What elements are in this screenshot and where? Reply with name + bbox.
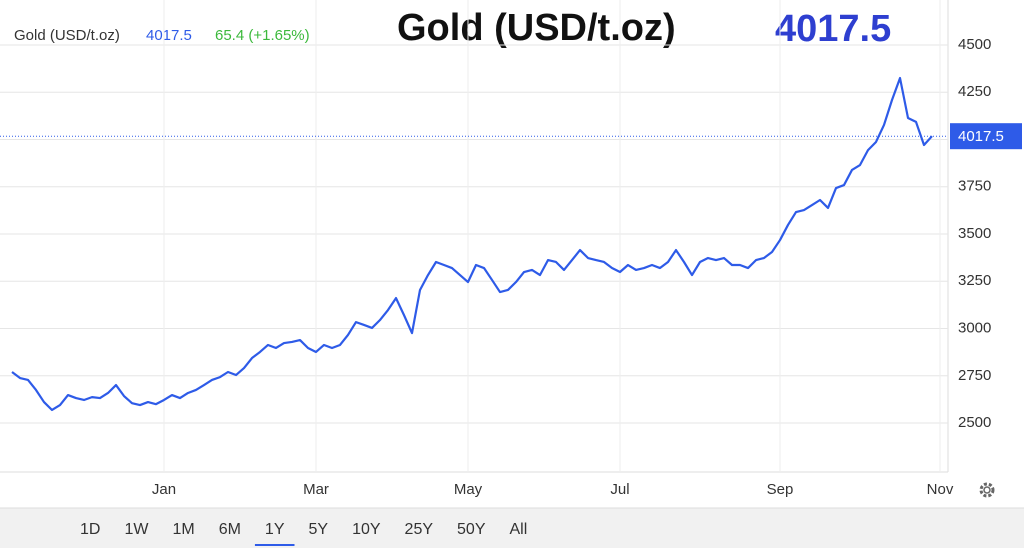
x-tick-label: Nov [927,481,954,498]
x-tick-label: Mar [303,481,329,498]
y-tick-label: 3250 [958,272,991,289]
y-tick-label: 3000 [958,319,991,336]
range-button[interactable]: All [509,521,527,538]
price-line [11,76,933,412]
x-tick-label: Sep [767,481,794,498]
range-button[interactable]: 6M [219,521,241,538]
chart-title: Gold (USD/t.oz) [397,7,676,49]
range-button[interactable]: 1D [80,521,100,538]
header-price: 4017.5 [146,27,192,44]
range-button[interactable]: 50Y [457,521,486,538]
y-tick-label: 2500 [958,414,991,431]
last-price-label: 4017.5 [958,128,1004,145]
big-price: 4017.5 [775,8,891,50]
range-button[interactable]: 1Y [265,521,285,538]
y-tick-label: 3500 [958,225,991,242]
last-price-tag [950,123,1022,150]
range-button[interactable]: 1M [172,521,194,538]
range-bar [0,508,1024,548]
header-change: 65.4 (+1.65%) [215,27,310,44]
x-tick-label: May [454,481,483,498]
range-button[interactable]: 25Y [405,521,434,538]
header-name: Gold (USD/t.oz) [14,27,120,44]
x-tick-label: Jul [610,481,629,498]
y-tick-label: 4500 [958,36,991,53]
range-button[interactable]: 5Y [309,521,329,538]
y-tick-label: 4250 [958,83,991,100]
y-tick-label: 3750 [958,178,991,195]
x-tick-label: Jan [152,481,176,498]
y-tick-label: 2750 [958,367,991,384]
settings-icon[interactable] [979,482,995,498]
range-button[interactable]: 10Y [352,521,381,538]
range-button[interactable]: 1W [124,521,149,538]
